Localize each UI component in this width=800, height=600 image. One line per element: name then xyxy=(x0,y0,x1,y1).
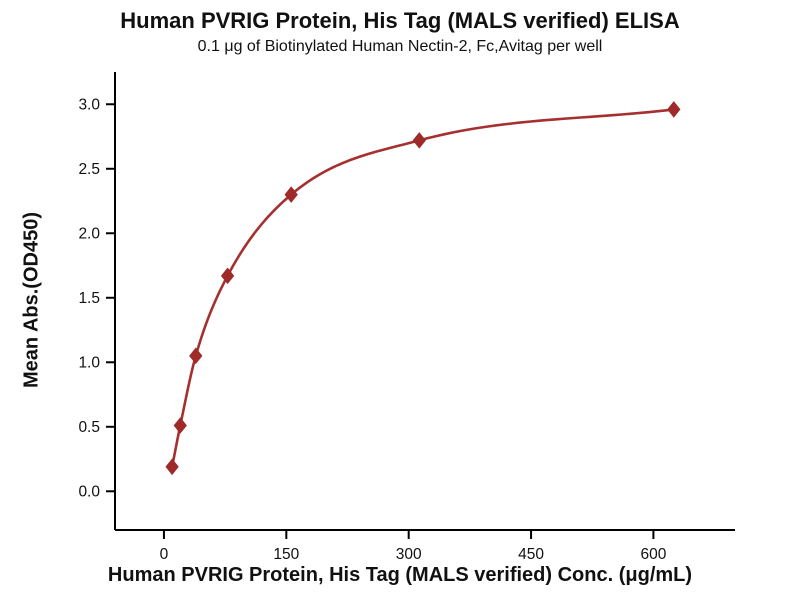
data-point-marker xyxy=(189,347,203,365)
data-point-marker xyxy=(173,417,187,434)
data-point-marker xyxy=(220,267,235,285)
chart-subtitle: 0.1 μg of Biotinylated Human Nectin-2, F… xyxy=(197,38,603,55)
x-tick-label: 0 xyxy=(160,546,169,563)
x-tick-label: 150 xyxy=(273,546,299,563)
x-tick-label: 450 xyxy=(518,546,544,563)
data-point-marker xyxy=(412,132,426,149)
y-tick-label: 1.0 xyxy=(78,354,100,371)
y-tick-label: 0.5 xyxy=(78,419,100,436)
data-point-marker xyxy=(667,101,681,118)
y-tick-label: 0.0 xyxy=(78,483,100,500)
y-tick-label: 2.0 xyxy=(78,225,100,242)
y-tick-label: 2.5 xyxy=(78,161,100,178)
x-tick-label: 300 xyxy=(396,546,422,563)
x-tick-label: 600 xyxy=(640,546,666,563)
chart-title: Human PVRIG Protein, His Tag (MALS verif… xyxy=(120,8,680,33)
x-axis-label: Human PVRIG Protein, His Tag (MALS verif… xyxy=(107,564,693,586)
y-tick-label: 1.5 xyxy=(78,290,100,307)
data-point-marker xyxy=(284,186,298,203)
y-tick-label: 3.0 xyxy=(78,96,100,113)
fit-curve xyxy=(170,108,674,468)
data-point-marker xyxy=(165,458,179,476)
